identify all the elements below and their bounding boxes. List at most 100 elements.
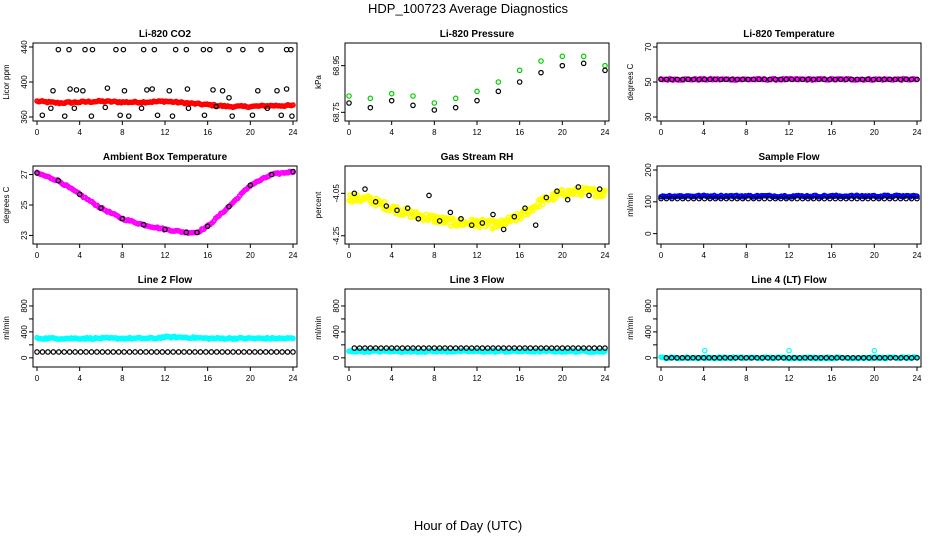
data-point bbox=[669, 195, 675, 202]
data-point bbox=[490, 345, 496, 351]
data-point bbox=[865, 76, 871, 83]
y-axis-label: Licor ppm bbox=[2, 64, 11, 99]
data-point bbox=[66, 349, 73, 355]
data-point bbox=[468, 222, 475, 228]
x-tick-label: 4 bbox=[389, 251, 394, 260]
series-avg bbox=[34, 333, 296, 342]
y-tick-label: 440 bbox=[20, 40, 29, 54]
data-point bbox=[500, 226, 507, 233]
panel-5: Gas Stream RH percent 0 4 8 12 16 20 24 -4.25 -4.0… bbox=[314, 152, 610, 260]
data-point bbox=[718, 76, 724, 83]
panel-2: Li-820 Pressure kPa 0 4 8 12 16 20 24 68.75 68.95 bbox=[314, 29, 610, 137]
x-tick-label: 16 bbox=[203, 374, 212, 383]
x-tick-label: 24 bbox=[913, 374, 922, 383]
data-point bbox=[580, 345, 587, 351]
y-axis-label: ml/min bbox=[626, 316, 635, 340]
data-point bbox=[778, 76, 784, 83]
data-points bbox=[34, 168, 296, 237]
data-point bbox=[181, 349, 187, 355]
data-point bbox=[102, 104, 109, 111]
data-point bbox=[538, 345, 544, 351]
data-point bbox=[685, 76, 692, 83]
figure-title: HDP_100723 Average Diagnostics bbox=[368, 1, 568, 16]
data-point bbox=[219, 87, 226, 94]
data-point bbox=[149, 86, 156, 92]
data-point bbox=[39, 112, 46, 119]
data-point bbox=[154, 349, 160, 355]
data-point bbox=[383, 345, 390, 351]
x-tick-label: 12 bbox=[473, 251, 482, 260]
data-point bbox=[843, 76, 849, 83]
data-point bbox=[463, 345, 470, 351]
data-point bbox=[490, 211, 496, 218]
data-point bbox=[76, 191, 83, 198]
data-point bbox=[745, 76, 751, 83]
y-tick-label: 400 bbox=[644, 325, 653, 339]
data-point bbox=[219, 349, 225, 355]
y-tick-label: 800 bbox=[20, 299, 29, 313]
data-point bbox=[240, 46, 246, 53]
x-tick-label: 16 bbox=[827, 251, 836, 260]
data-points bbox=[34, 46, 296, 119]
data-point bbox=[120, 46, 127, 53]
data-point bbox=[876, 195, 882, 202]
data-point bbox=[866, 355, 872, 361]
y-tick-label: 30 bbox=[644, 112, 653, 121]
x-tick-label: 4 bbox=[701, 251, 706, 260]
x-tick-label: 8 bbox=[432, 128, 437, 137]
x-tick-label: 20 bbox=[558, 374, 567, 383]
data-point bbox=[881, 76, 888, 83]
data-point bbox=[663, 355, 670, 361]
data-point bbox=[892, 76, 899, 83]
data-point bbox=[850, 355, 856, 361]
data-point bbox=[88, 349, 95, 355]
data-point bbox=[596, 345, 603, 351]
panel-8: Line 3 Flow ml/min 0 4 8 12 16 20 24 0 400 800 bbox=[314, 275, 610, 383]
x-tick-label: 20 bbox=[558, 128, 567, 137]
data-point bbox=[796, 355, 803, 361]
data-point bbox=[799, 195, 806, 202]
series-inst bbox=[346, 60, 608, 113]
data-point bbox=[362, 345, 368, 351]
data-point bbox=[426, 192, 432, 199]
data-point bbox=[137, 349, 144, 355]
data-point bbox=[415, 345, 422, 351]
data-point bbox=[273, 349, 280, 355]
data-point bbox=[669, 76, 675, 83]
data-point bbox=[372, 199, 379, 205]
series-low bbox=[39, 103, 295, 119]
data-point bbox=[559, 187, 566, 193]
data-point bbox=[788, 195, 795, 202]
y-tick-label: 360 bbox=[20, 110, 29, 124]
data-point bbox=[832, 76, 839, 83]
data-point bbox=[262, 349, 269, 355]
data-point bbox=[674, 76, 681, 83]
data-point bbox=[812, 355, 819, 361]
data-point bbox=[383, 203, 390, 209]
data-point bbox=[823, 355, 830, 361]
data-point bbox=[701, 347, 708, 354]
panel-title: Ambient Box Temperature bbox=[103, 152, 228, 163]
data-point bbox=[778, 195, 784, 202]
data-point bbox=[164, 349, 171, 355]
data-point bbox=[859, 195, 866, 202]
y-tick-label: 68.75 bbox=[332, 102, 341, 123]
data-point bbox=[723, 76, 730, 83]
y-tick-label: -4.05 bbox=[332, 184, 341, 203]
data-point bbox=[908, 355, 915, 361]
data-point bbox=[554, 345, 560, 351]
x-tick-label: 12 bbox=[785, 374, 794, 383]
data-point bbox=[718, 195, 724, 202]
data-point bbox=[761, 76, 768, 83]
x-tick-label: 0 bbox=[347, 374, 352, 383]
y-tick-label: -4.25 bbox=[332, 226, 341, 245]
data-point bbox=[903, 355, 910, 361]
data-point bbox=[602, 345, 608, 351]
data-point bbox=[855, 355, 862, 361]
panel-1: Li-820 CO2 Licor ppm 0 4 8 12 16 20 24 360 400 440 bbox=[2, 29, 298, 137]
data-point bbox=[169, 113, 176, 119]
data-point bbox=[886, 76, 893, 83]
data-point bbox=[701, 76, 708, 83]
data-point bbox=[192, 349, 198, 355]
data-point bbox=[848, 76, 855, 83]
